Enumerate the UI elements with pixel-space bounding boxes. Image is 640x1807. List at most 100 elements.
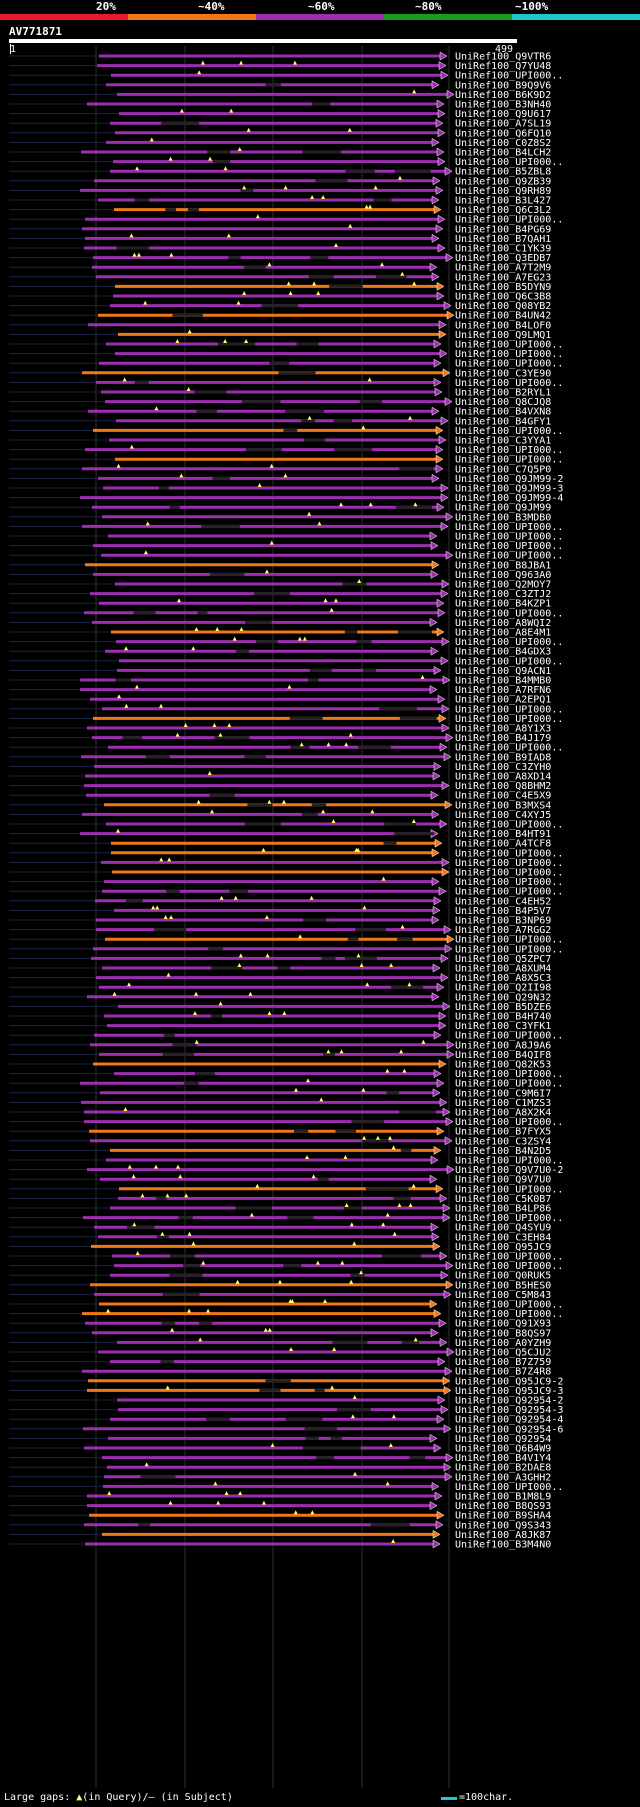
hit-row[interactable]: UniRef100_UPI000.. <box>9 1068 563 1081</box>
hit-label[interactable]: UniRef100_B4QIF8 <box>455 1050 551 1061</box>
hit-label[interactable]: UniRef100_UPI000.. <box>455 522 563 533</box>
hit-row[interactable]: UniRef100_B3NH40 <box>9 100 551 111</box>
hit-label[interactable]: UniRef100_UPI000.. <box>455 1252 563 1263</box>
hit-row[interactable]: UniRef100_C0Z8S2 <box>9 137 551 149</box>
hit-row[interactable]: UniRef100_UPI000.. <box>9 887 563 898</box>
hit-label[interactable]: UniRef100_B5DZE6 <box>455 1002 551 1013</box>
hit-label[interactable]: UniRef100_Q9LMQ1 <box>455 330 551 341</box>
hit-row[interactable]: UniRef100_B4GDX3 <box>9 646 551 658</box>
hit-row[interactable]: UniRef100_B1M8L9 <box>9 1491 551 1503</box>
hit-row[interactable]: UniRef100_B9IAD8 <box>9 752 551 763</box>
hit-row[interactable]: UniRef100_Q2II98 <box>9 982 551 994</box>
hit-label[interactable]: UniRef100_B4GDX3 <box>455 647 551 658</box>
hit-label[interactable]: UniRef100_UPI000.. <box>455 1213 563 1224</box>
hit-row[interactable]: UniRef100_A8JK87 <box>9 1530 551 1541</box>
hit-row[interactable]: UniRef100_B4KZP1 <box>9 598 551 610</box>
hit-label[interactable]: UniRef100_UPI000.. <box>455 1079 563 1090</box>
hit-row[interactable]: UniRef100_UPI000.. <box>9 944 563 955</box>
hit-label[interactable]: UniRef100_Q5CJU2 <box>455 1348 551 1359</box>
hit-row[interactable]: UniRef100_A8WQI2 <box>9 618 551 629</box>
hit-row[interactable]: UniRef100_C4E5X9 <box>9 791 551 802</box>
hit-label[interactable]: UniRef100_Q9V7U0-2 <box>455 1165 563 1176</box>
hit-label[interactable]: UniRef100_B5DYN9 <box>455 282 551 293</box>
hit-label[interactable]: UniRef100_Q0RUK5 <box>455 1271 551 1282</box>
hit-row[interactable]: UniRef100_Q9JM99-4 <box>9 493 563 504</box>
hit-label[interactable]: UniRef100_Q4SYU9 <box>455 1223 551 1234</box>
hit-label[interactable]: UniRef100_A8WQI2 <box>455 618 551 629</box>
hit-label[interactable]: UniRef100_A8X5C3 <box>455 973 551 984</box>
hit-row[interactable]: UniRef100_C5K0B7 <box>9 1193 551 1205</box>
hit-label[interactable]: UniRef100_B3L427 <box>455 196 551 207</box>
hit-label[interactable]: UniRef100_B5ZBL8 <box>455 167 551 178</box>
hit-row[interactable]: UniRef100_A8XUM4 <box>9 963 551 975</box>
hit-row[interactable]: UniRef100_B3MXS4 <box>9 799 551 812</box>
hit-label[interactable]: UniRef100_UPI000.. <box>455 637 563 648</box>
hit-label[interactable]: UniRef100_B7FYX5 <box>455 1127 551 1138</box>
hit-label[interactable]: UniRef100_B4V1Y4 <box>455 1453 551 1464</box>
hit-row[interactable]: UniRef100_B8QS97 <box>9 1327 551 1340</box>
hit-row[interactable]: UniRef100_A7RFN6 <box>9 684 551 697</box>
hit-label[interactable]: UniRef100_Q9JM99-4 <box>455 493 563 504</box>
hit-label[interactable]: UniRef100_Q82K53 <box>455 1060 551 1071</box>
hit-label[interactable]: UniRef100_B7Z4R8 <box>455 1367 551 1378</box>
hit-label[interactable]: UniRef100_B4GFY1 <box>455 416 551 427</box>
hit-row[interactable]: UniRef100_B5ZBL8 <box>9 166 551 178</box>
hit-row[interactable]: UniRef100_A2EPQ1 <box>9 694 551 706</box>
hit-label[interactable]: UniRef100_B4VXN8 <box>455 407 551 418</box>
hit-row[interactable]: UniRef100_B5HES0 <box>9 1279 551 1292</box>
hit-label[interactable]: UniRef100_B4J179 <box>455 733 551 744</box>
hit-row[interactable]: UniRef100_B3NP69 <box>9 915 551 927</box>
hit-row[interactable]: UniRef100_Q29N32 <box>9 991 551 1004</box>
hit-label[interactable]: UniRef100_C3EH84 <box>455 1232 551 1243</box>
hit-label[interactable]: UniRef100_UPI000.. <box>455 445 563 456</box>
hit-label[interactable]: UniRef100_Q2MOY7 <box>455 580 551 591</box>
hit-label[interactable]: UniRef100_A8Y1X3 <box>455 724 551 735</box>
hit-label[interactable]: UniRef100_A3GHH2 <box>455 1472 551 1483</box>
hit-row[interactable]: UniRef100_Q7YU48 <box>9 60 551 73</box>
hit-label[interactable]: UniRef100_Q6FQ10 <box>455 128 551 139</box>
hit-row[interactable]: UniRef100_A8X2K4 <box>9 1107 551 1119</box>
hit-row[interactable]: UniRef100_Q9JM99-3 <box>9 483 563 495</box>
hit-label[interactable]: UniRef100_Q963A0 <box>455 570 551 581</box>
hit-row[interactable]: UniRef100_B4GFY1 <box>9 415 551 428</box>
hit-label[interactable]: UniRef100_B4P5V7 <box>455 906 551 917</box>
hit-row[interactable]: UniRef100_Q92954-2 <box>9 1395 563 1407</box>
hit-label[interactable]: UniRef100_C4E5X9 <box>455 791 551 802</box>
hit-label[interactable]: UniRef100_UPI000.. <box>455 359 563 370</box>
hit-label[interactable]: UniRef100_C3ZSY4 <box>455 1136 551 1147</box>
hit-label[interactable]: UniRef100_B4LCH2 <box>455 148 551 159</box>
hit-label[interactable]: UniRef100_B2RYL1 <box>455 388 551 399</box>
hit-row[interactable]: UniRef100_Q9ZB39 <box>9 175 551 188</box>
hit-label[interactable]: UniRef100_UPI000.. <box>455 1069 563 1080</box>
hit-label[interactable]: UniRef100_Q92954-6 <box>455 1424 563 1435</box>
hit-row[interactable]: UniRef100_UPI000.. <box>9 214 563 226</box>
hit-row[interactable]: UniRef100_B3MDB0 <box>9 511 551 524</box>
hit-label[interactable]: UniRef100_B1M8L9 <box>455 1492 551 1503</box>
hit-row[interactable]: UniRef100_Q92954 <box>9 1434 551 1445</box>
hit-row[interactable]: UniRef100_Q9V7U0-2 <box>9 1164 563 1177</box>
hit-row[interactable]: UniRef100_B3L427 <box>9 195 551 207</box>
hit-row[interactable]: UniRef100_B7Z4R8 <box>9 1367 551 1378</box>
hit-label[interactable]: UniRef100_B8QS93 <box>455 1501 551 1512</box>
hit-row[interactable]: UniRef100_Q5ZPC7 <box>9 953 551 965</box>
hit-row[interactable]: UniRef100_UPI000.. <box>9 1308 563 1321</box>
hit-row[interactable]: UniRef100_Q92954-4 <box>9 1414 563 1426</box>
hit-label[interactable]: UniRef100_Q9V7U0 <box>455 1175 551 1186</box>
hit-row[interactable]: UniRef100_B6K9D2 <box>9 89 551 101</box>
hit-label[interactable]: UniRef100_Q6C3L2 <box>455 205 551 216</box>
hit-row[interactable]: UniRef100_Q9V7U0 <box>9 1174 551 1186</box>
hit-row[interactable]: UniRef100_Q5CJU2 <box>9 1347 551 1359</box>
hit-row[interactable]: UniRef100_A7T2M9 <box>9 262 551 274</box>
hit-label[interactable]: UniRef100_UPI000.. <box>455 935 563 946</box>
hit-label[interactable]: UniRef100_Q9U617 <box>455 109 551 120</box>
hit-label[interactable]: UniRef100_UPI000.. <box>455 215 563 226</box>
hit-label[interactable]: UniRef100_C1YK39 <box>455 244 551 255</box>
hit-row[interactable]: UniRef100_B4P5V7 <box>9 905 551 917</box>
hit-row[interactable]: UniRef100_A4TCF8 <box>9 839 551 850</box>
hit-row[interactable]: UniRef100_B5DYN9 <box>9 281 551 293</box>
hit-row[interactable]: UniRef100_B5DZE6 <box>9 1001 551 1013</box>
hit-label[interactable]: UniRef100_UPI000.. <box>455 551 563 562</box>
hit-row[interactable]: UniRef100_UPI000.. <box>9 876 563 889</box>
hit-label[interactable]: UniRef100_A7RGG2 <box>455 925 551 936</box>
hit-label[interactable]: UniRef100_UPI000.. <box>455 608 563 619</box>
